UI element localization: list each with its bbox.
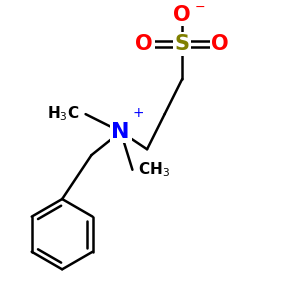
Text: O: O xyxy=(135,34,153,54)
Text: N: N xyxy=(112,122,130,142)
Text: $^{+}$: $^{+}$ xyxy=(132,107,144,127)
Text: O: O xyxy=(212,34,229,54)
Text: S: S xyxy=(175,34,190,54)
Text: H$_3$C: H$_3$C xyxy=(47,105,80,124)
Text: CH$_3$: CH$_3$ xyxy=(138,160,170,179)
Text: O: O xyxy=(173,4,191,25)
Text: $^{-}$: $^{-}$ xyxy=(194,3,206,21)
